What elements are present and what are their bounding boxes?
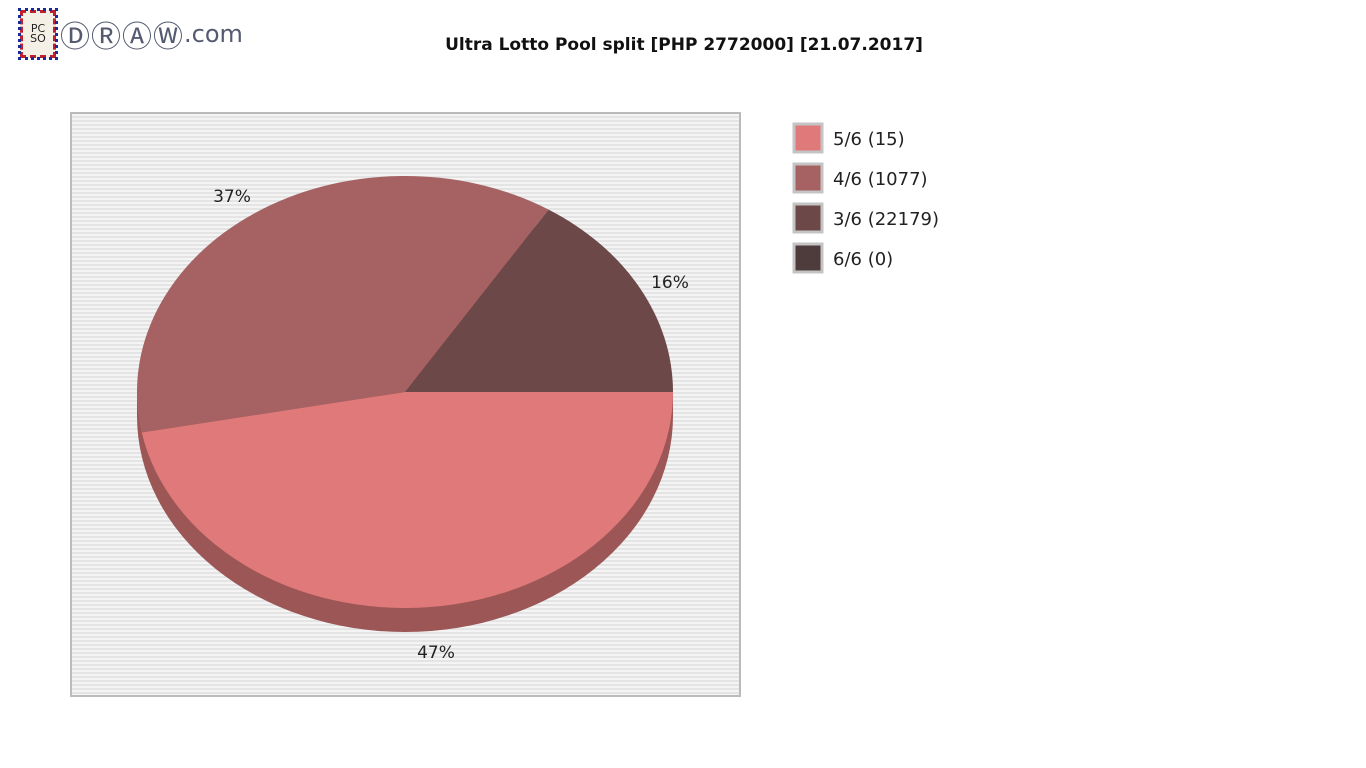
legend-label: 5/6 (15) [833, 129, 905, 150]
pcso-draw-logo: PC SO ⒹⓇⒶⓌ .com [18, 8, 243, 60]
chart-title-text: Ultra Lotto Pool split [PHP 2772000] [21… [445, 35, 923, 55]
legend-swatch [792, 162, 824, 194]
legend-label: 4/6 (1077) [833, 169, 928, 190]
pie-slice-2 [137, 176, 549, 433]
chart-title: Ultra Lotto Pool split [PHP 2772000] [21… [0, 35, 1366, 55]
pie-slice-3 [405, 209, 673, 392]
legend-swatch [792, 202, 824, 234]
logo-com: .com [184, 20, 243, 48]
legend-swatch [792, 242, 824, 274]
legend-swatch [792, 122, 824, 154]
legend-label: 3/6 (22179) [833, 209, 939, 230]
legend-label: 6/6 (0) [833, 249, 893, 270]
pie-slice-1 [141, 392, 673, 608]
slice-label: 16% [651, 273, 689, 293]
logo-text: ⒹⓇⒶⓌ [60, 20, 184, 55]
slice-label: 47% [417, 643, 455, 663]
pcso-badge: PC SO [18, 8, 58, 60]
slice-label: 37% [213, 187, 251, 207]
